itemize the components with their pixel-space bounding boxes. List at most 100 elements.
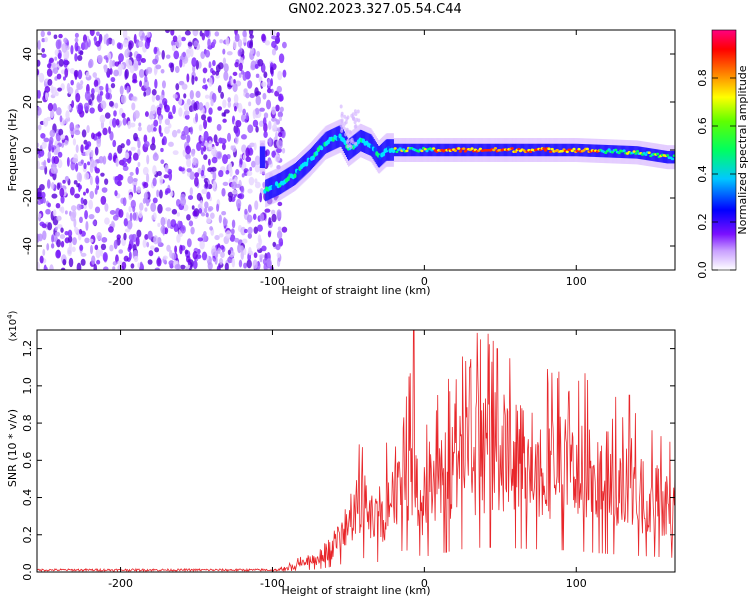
noise-blob xyxy=(57,224,63,229)
noise-blob xyxy=(105,83,109,93)
y-tick-label: 1.0 xyxy=(21,377,34,395)
noise-blob xyxy=(247,124,254,134)
spectrogram-image xyxy=(37,30,675,270)
noise-blob xyxy=(213,134,218,144)
colorbar: 0.0 0.2 0.4 0.6 0.8 Normalized spectral ampl… xyxy=(696,29,749,279)
x-tick-label: -100 xyxy=(260,275,285,288)
noise-blob xyxy=(49,264,54,270)
noise-blob xyxy=(154,267,160,270)
noise-blob xyxy=(282,41,287,49)
noise-blob xyxy=(248,30,254,36)
noise-blob xyxy=(256,242,261,250)
noise-blob xyxy=(256,50,261,58)
noise-blob xyxy=(111,39,115,46)
signal-core xyxy=(647,151,651,155)
snr-panel: -200 -100 0 100 0.0 0.2 0.4 0.6 0.8 1.0 1.2 Height… xyxy=(6,310,676,597)
noise-blob xyxy=(277,132,283,138)
signal-core xyxy=(381,151,386,157)
noise-blob xyxy=(198,102,204,111)
noise-blob xyxy=(234,135,239,145)
noise-blob xyxy=(269,66,274,75)
noise-blob xyxy=(37,160,40,170)
plume-blob xyxy=(345,116,349,121)
noise-blob xyxy=(93,79,99,88)
signal-core xyxy=(572,147,576,151)
noise-blob xyxy=(241,238,248,244)
noise-blob xyxy=(247,232,253,239)
signal-band xyxy=(585,144,587,157)
noise-blob xyxy=(95,248,101,259)
noise-blob xyxy=(189,171,195,180)
plume-blob xyxy=(357,118,361,123)
colorbar-tick-label: 0.4 xyxy=(696,165,709,183)
noise-blob xyxy=(85,221,89,231)
signal-band xyxy=(457,143,459,157)
noise-blob xyxy=(176,212,181,217)
noise-blob xyxy=(83,162,87,170)
noise-blob xyxy=(59,187,65,198)
signal-band xyxy=(262,146,265,168)
noise-blob xyxy=(135,166,139,175)
noise-blob xyxy=(270,209,276,216)
noise-blob xyxy=(175,83,180,91)
noise-blob xyxy=(80,258,86,266)
noise-blob xyxy=(80,197,84,205)
plume-blob xyxy=(353,124,357,129)
noise-blob xyxy=(64,118,68,125)
noise-blob xyxy=(183,125,190,136)
noise-blob xyxy=(277,111,284,118)
noise-blob xyxy=(83,198,88,206)
noise-blob xyxy=(203,145,207,152)
noise-blob xyxy=(240,185,244,193)
noise-blob xyxy=(231,181,238,190)
signal-core xyxy=(311,155,315,161)
noise-blob xyxy=(60,227,64,233)
noise-blob xyxy=(50,166,57,174)
noise-blob xyxy=(62,179,66,184)
noise-blob xyxy=(246,259,252,269)
noise-blob xyxy=(98,85,104,91)
noise-blob xyxy=(41,37,46,43)
noise-blob xyxy=(249,41,254,49)
noise-blob xyxy=(47,102,54,112)
noise-blob xyxy=(54,91,59,97)
noise-blob xyxy=(39,166,46,171)
noise-blob xyxy=(275,104,280,112)
noise-blob xyxy=(189,89,194,100)
noise-blob xyxy=(87,161,91,166)
noise-blob xyxy=(238,259,243,268)
noise-blob xyxy=(70,79,74,86)
signal-band xyxy=(463,143,466,157)
noise-blob xyxy=(126,139,131,146)
noise-blob xyxy=(221,112,226,117)
noise-blob xyxy=(263,112,269,119)
noise-blob xyxy=(187,258,191,266)
noise-blob xyxy=(113,69,119,77)
noise-blob xyxy=(213,179,216,190)
noise-blob xyxy=(69,68,75,74)
noise-blob xyxy=(39,221,45,227)
noise-blob xyxy=(268,136,272,147)
noise-blob xyxy=(234,61,239,68)
plume-blob xyxy=(353,120,357,125)
signal-core xyxy=(610,150,615,154)
signal-band xyxy=(661,150,663,163)
noise-blob xyxy=(72,237,77,246)
noise-blob xyxy=(208,107,213,115)
noise-blob xyxy=(37,213,42,218)
plume-blob xyxy=(350,137,354,142)
noise-blob xyxy=(56,73,62,80)
noise-blob xyxy=(253,142,257,151)
noise-blob xyxy=(266,88,272,94)
noise-blob xyxy=(182,204,189,212)
noise-blob xyxy=(100,243,107,251)
signal-core xyxy=(655,152,660,156)
noise-blob xyxy=(274,154,281,163)
noise-blob xyxy=(112,261,118,266)
signal-band xyxy=(614,145,617,158)
signal-core xyxy=(315,150,319,156)
noise-blob xyxy=(200,212,206,217)
noise-blob xyxy=(46,68,53,77)
noise-blob xyxy=(145,173,150,184)
